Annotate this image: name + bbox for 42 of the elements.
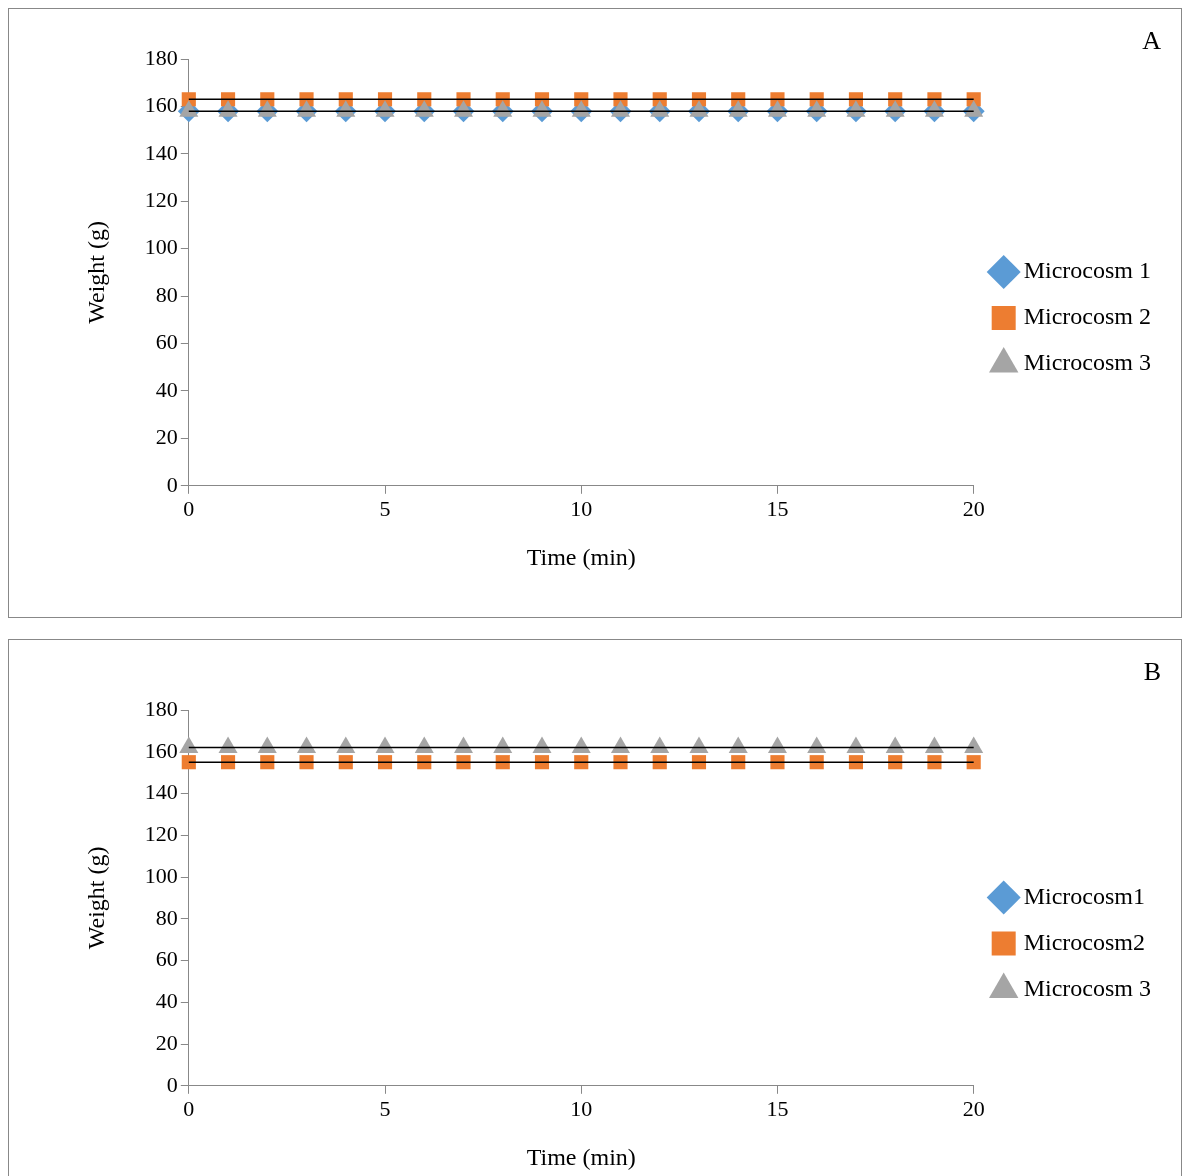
x-axis-title: Time (min) bbox=[526, 1143, 636, 1170]
legend-label: Microcosm2 bbox=[1023, 928, 1145, 955]
y-tick-label: 80 bbox=[155, 904, 178, 930]
x-tick-label: 20 bbox=[962, 1095, 985, 1121]
legend-label: Microcosm 3 bbox=[1023, 974, 1151, 1001]
y-axis-title: Weight (g) bbox=[82, 846, 109, 950]
legend-label: Microcosm 2 bbox=[1023, 303, 1151, 330]
x-axis-title: Time (min) bbox=[526, 543, 636, 570]
y-tick-label: 0 bbox=[166, 471, 178, 497]
y-tick-label: 180 bbox=[144, 695, 178, 721]
y-tick-label: 120 bbox=[144, 821, 178, 847]
y-tick-label: 120 bbox=[144, 187, 178, 213]
y-tick-label: 60 bbox=[155, 329, 178, 355]
y-tick-label: 140 bbox=[144, 139, 178, 165]
x-tick-label: 15 bbox=[766, 1095, 789, 1121]
x-tick-label: 5 bbox=[379, 495, 391, 521]
y-tick-label: 60 bbox=[155, 946, 178, 972]
y-tick-label: 100 bbox=[144, 862, 178, 888]
y-tick-label: 140 bbox=[144, 779, 178, 805]
x-tick-label: 10 bbox=[570, 495, 593, 521]
y-axis-title: Weight (g) bbox=[82, 221, 109, 324]
legend-label: Microcosm 1 bbox=[1023, 257, 1151, 284]
x-tick-label: 15 bbox=[766, 495, 789, 521]
x-tick-label: 0 bbox=[183, 495, 195, 521]
x-tick-label: 20 bbox=[962, 495, 985, 521]
y-tick-label: 0 bbox=[166, 1071, 178, 1097]
y-tick-label: 160 bbox=[144, 737, 178, 763]
text: A bbox=[1142, 25, 1162, 55]
y-tick-label: 40 bbox=[155, 988, 178, 1014]
legend-label: Microcosm1 bbox=[1023, 882, 1145, 909]
y-tick-label: 160 bbox=[144, 92, 178, 118]
x-tick-label: 5 bbox=[379, 1095, 391, 1121]
y-tick-label: 100 bbox=[144, 234, 178, 260]
y-tick-label: 80 bbox=[155, 281, 178, 307]
legend-label: Microcosm 3 bbox=[1023, 349, 1151, 376]
x-tick-label: 0 bbox=[183, 1095, 195, 1121]
y-tick-label: 40 bbox=[155, 376, 178, 402]
text: B bbox=[1143, 656, 1161, 686]
x-tick-label: 10 bbox=[570, 1095, 593, 1121]
y-tick-label: 20 bbox=[155, 424, 178, 450]
y-tick-label: 20 bbox=[155, 1029, 178, 1055]
y-tick-label: 180 bbox=[144, 44, 178, 70]
